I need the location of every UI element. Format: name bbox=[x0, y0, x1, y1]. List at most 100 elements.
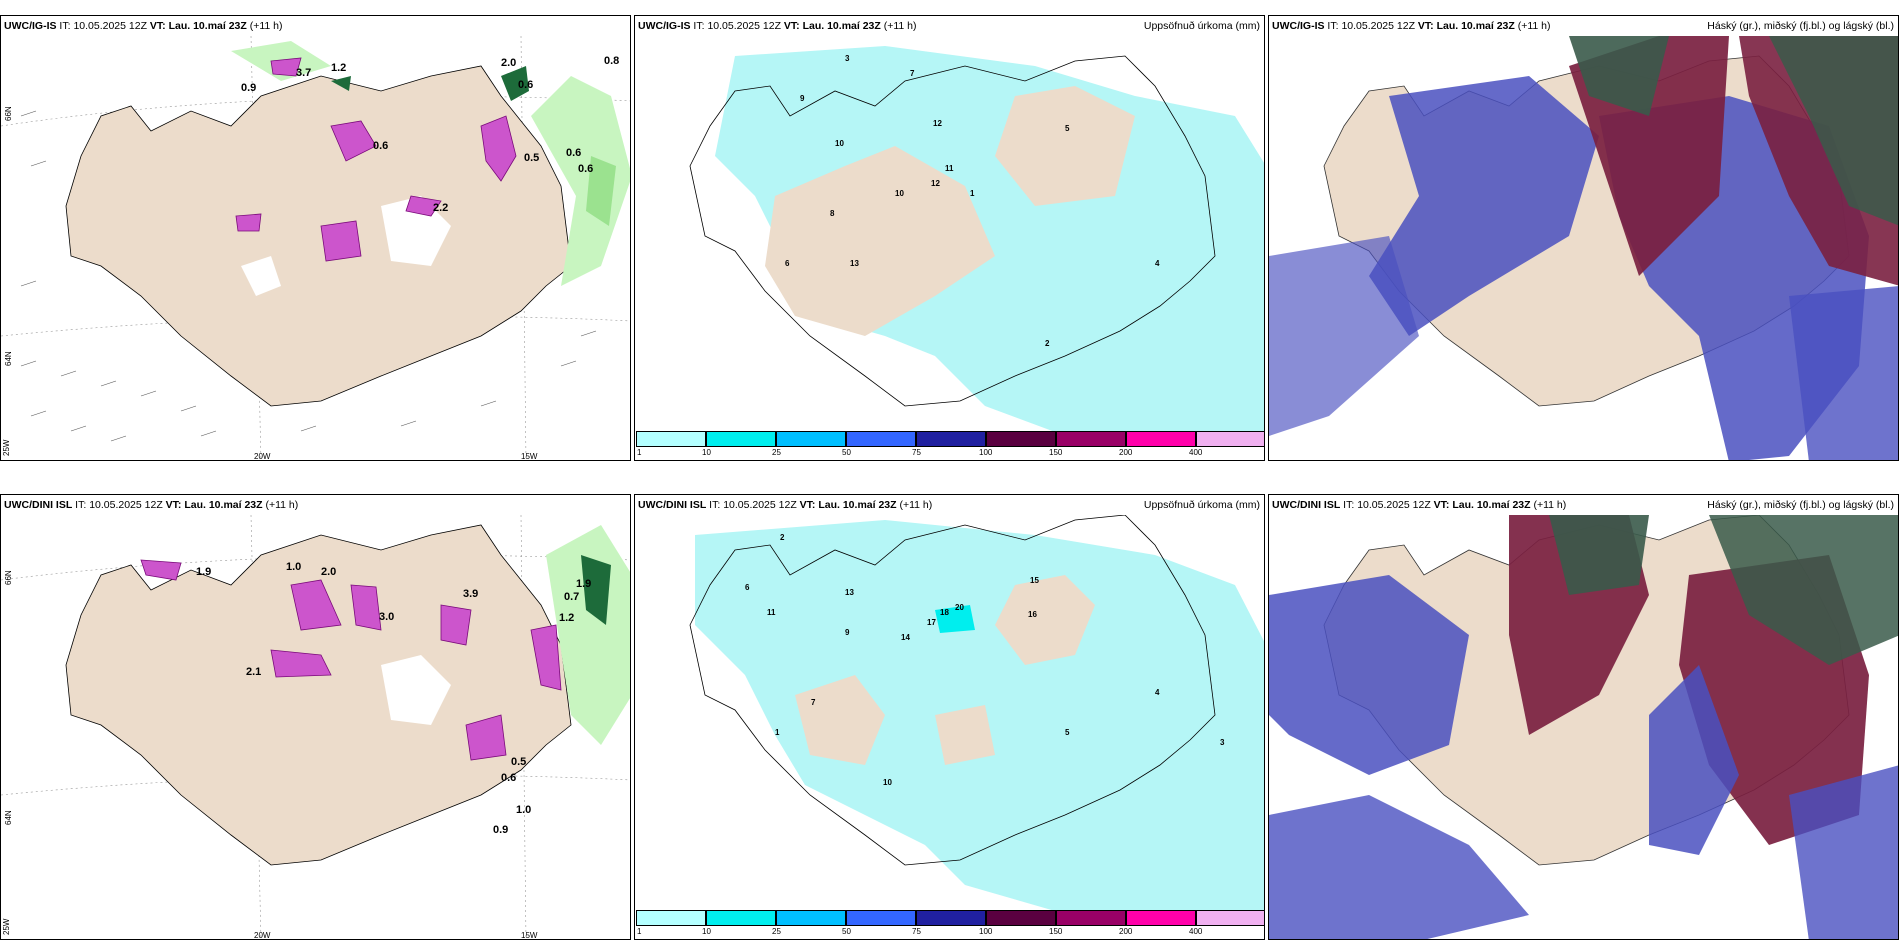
precip-label: 3 bbox=[845, 54, 850, 63]
panel-clouds-dini: UWC/DINI ISL IT: 10.05.2025 12Z VT: Lau.… bbox=[1268, 494, 1899, 940]
precip-label: 3 bbox=[1220, 738, 1225, 747]
panel-header: UWC/IG-IS IT: 10.05.2025 12Z VT: Lau. 10… bbox=[1, 16, 630, 36]
precip-label: 12 bbox=[931, 179, 940, 188]
panel-clouds-ig: UWC/IG-IS IT: 10.05.2025 12Z VT: Lau. 10… bbox=[1268, 15, 1899, 461]
wind-label: 1.2 bbox=[559, 612, 574, 624]
wind-label: 1.9 bbox=[576, 578, 591, 590]
colorbar-label: 200 bbox=[1119, 448, 1133, 457]
precip-label: 1 bbox=[775, 728, 780, 737]
wind-label: 0.6 bbox=[373, 140, 388, 152]
colorbar-label: 10 bbox=[702, 927, 711, 936]
colorbar-label: 150 bbox=[1049, 448, 1063, 457]
precip-label: 5 bbox=[1065, 124, 1070, 133]
wind-label: 0.5 bbox=[524, 152, 539, 164]
wind-label: 0.6 bbox=[566, 147, 581, 159]
wind-label: 0.9 bbox=[241, 82, 256, 94]
colorbar-label: 150 bbox=[1049, 927, 1063, 936]
precip-label: 6 bbox=[745, 583, 750, 592]
colorbar-label: 10 bbox=[702, 448, 711, 457]
wind-label: 0.7 bbox=[564, 591, 579, 603]
precip-label: 2 bbox=[780, 533, 785, 542]
colorbar-label: 75 bbox=[912, 448, 921, 457]
colorbar: 1 10 25 50 75 100 150 200 400 bbox=[636, 431, 1264, 459]
lon-label: 15W bbox=[521, 931, 538, 940]
precip-label: 13 bbox=[850, 259, 859, 268]
wind-map: 1.2 3.7 0.9 2.0 0.6 0.6 0.8 0.6 0.6 0.5 … bbox=[1, 36, 630, 461]
precip-label: 8 bbox=[830, 209, 835, 218]
precip-label: 6 bbox=[785, 259, 790, 268]
precip-label: 13 bbox=[845, 588, 854, 597]
lon-label: 20W bbox=[254, 452, 271, 461]
colorbar-label: 50 bbox=[842, 927, 851, 936]
precip-label: 18 bbox=[940, 608, 949, 617]
panel-wind-ig: UWC/IG-IS IT: 10.05.2025 12Z VT: Lau. 10… bbox=[0, 15, 631, 461]
wind-label: 0.6 bbox=[501, 772, 516, 784]
precip-label: 7 bbox=[910, 69, 915, 78]
wind-label: 0.9 bbox=[493, 824, 508, 836]
precip-label: 20 bbox=[955, 603, 964, 612]
precip-label: 2 bbox=[1045, 339, 1050, 348]
colorbar-label: 1 bbox=[637, 927, 642, 936]
wind-label: 3.9 bbox=[463, 588, 478, 600]
lon-label: 20W bbox=[254, 931, 271, 940]
colorbar-label: 400 bbox=[1189, 927, 1203, 936]
lat-label: 64N bbox=[4, 351, 13, 366]
lat-label: 64N bbox=[4, 810, 13, 825]
precip-label: 16 bbox=[1028, 610, 1037, 619]
precip-label: 4 bbox=[1155, 688, 1160, 697]
wind-label: 1.9 bbox=[196, 566, 211, 578]
lon-label: 25W bbox=[2, 439, 11, 456]
precip-label: 12 bbox=[933, 119, 942, 128]
precip-label: 5 bbox=[1065, 728, 1070, 737]
cloud-map bbox=[1269, 36, 1898, 460]
wind-label: 2.2 bbox=[433, 202, 448, 214]
wind-label: 0.6 bbox=[578, 163, 593, 175]
panel-header: UWC/DINI ISL IT: 10.05.2025 12Z VT: Lau.… bbox=[635, 495, 1264, 515]
precip-map: 2 6 11 13 18 20 17 14 16 9 7 5 4 3 1 10 … bbox=[689, 515, 1264, 911]
iceland-outline bbox=[689, 515, 1216, 866]
precip-label: 17 bbox=[927, 618, 936, 627]
wind-label: 3.7 bbox=[296, 67, 311, 79]
colorbar-label: 100 bbox=[979, 927, 993, 936]
panel-precip-ig: UWC/IG-IS IT: 10.05.2025 12Z VT: Lau. 10… bbox=[634, 15, 1265, 461]
precip-label: 11 bbox=[945, 164, 954, 173]
colorbar-label: 75 bbox=[912, 927, 921, 936]
lon-label: 25W bbox=[2, 918, 11, 935]
wind-label: 0.6 bbox=[518, 79, 533, 91]
panel-header: UWC/IG-IS IT: 10.05.2025 12Z VT: Lau. 10… bbox=[635, 16, 1264, 36]
colorbar-label: 400 bbox=[1189, 448, 1203, 457]
precip-map: 3 9 7 10 12 11 12 10 8 5 6 4 2 1 13 bbox=[689, 46, 1264, 432]
wind-label: 1.0 bbox=[286, 561, 301, 573]
cloud-map bbox=[1269, 515, 1898, 939]
wind-label: 0.5 bbox=[511, 756, 526, 768]
precip-label: 4 bbox=[1155, 259, 1160, 268]
wind-label: 2.1 bbox=[246, 666, 261, 678]
wind-label: 1.2 bbox=[331, 62, 346, 74]
panel-header: UWC/DINI ISL IT: 10.05.2025 12Z VT: Lau.… bbox=[1269, 495, 1898, 515]
colorbar-label: 200 bbox=[1119, 927, 1133, 936]
precip-label: 14 bbox=[901, 633, 910, 642]
panel-wind-dini: UWC/DINI ISL IT: 10.05.2025 12Z VT: Lau.… bbox=[0, 494, 631, 940]
colorbar: 1 10 25 50 75 100 150 200 400 bbox=[636, 910, 1264, 938]
panel-precip-dini: UWC/DINI ISL IT: 10.05.2025 12Z VT: Lau.… bbox=[634, 494, 1265, 940]
lon-label: 15W bbox=[521, 452, 538, 461]
lat-label: 66N bbox=[4, 106, 13, 121]
precip-label: 1 bbox=[970, 189, 975, 198]
iceland-outline bbox=[65, 524, 572, 866]
precip-label: 10 bbox=[883, 778, 892, 787]
precip-label: 10 bbox=[835, 139, 844, 148]
iceland-outline bbox=[65, 65, 572, 407]
colorbar-label: 25 bbox=[772, 927, 781, 936]
panel-header: UWC/DINI ISL IT: 10.05.2025 12Z VT: Lau.… bbox=[1, 495, 630, 515]
precip-label: 15 bbox=[1030, 576, 1039, 585]
precip-label: 11 bbox=[767, 608, 776, 617]
precip-label: 9 bbox=[845, 628, 850, 637]
precip-label: 10 bbox=[895, 189, 904, 198]
wind-label: 2.0 bbox=[321, 566, 336, 578]
wind-label: 2.0 bbox=[501, 57, 516, 69]
lat-label: 66N bbox=[4, 570, 13, 585]
iceland-outline bbox=[689, 55, 1216, 407]
colorbar-label: 25 bbox=[772, 448, 781, 457]
colorbar-label: 1 bbox=[637, 448, 642, 457]
wind-map: 1.0 2.0 1.9 3.9 2.1 0.5 0.6 0.9 1.0 0.7 … bbox=[1, 515, 630, 940]
